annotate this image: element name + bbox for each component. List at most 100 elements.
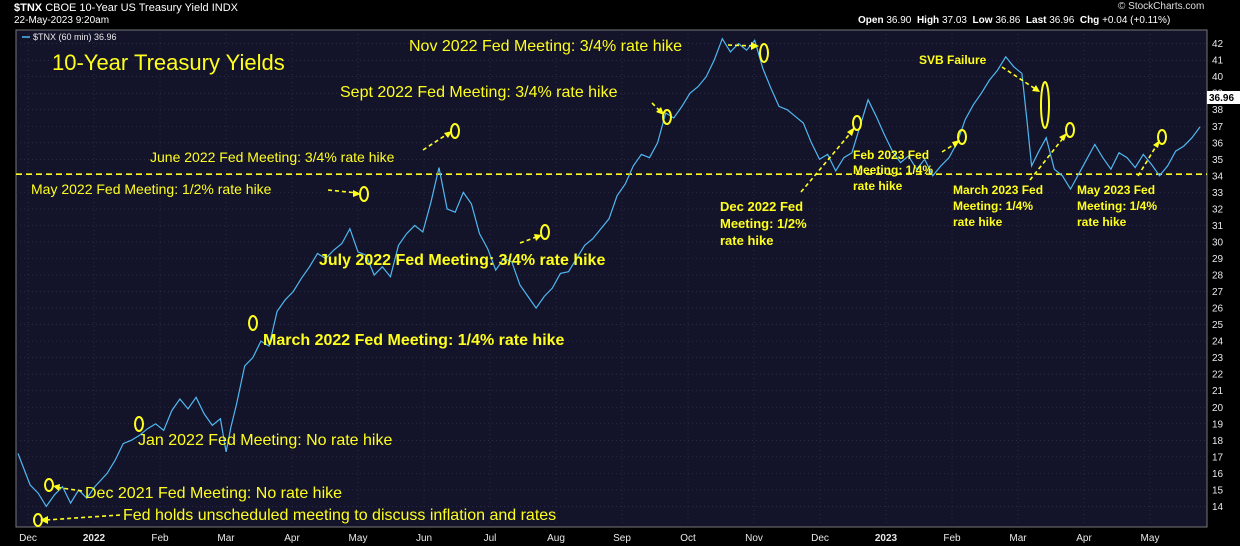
- arrowhead-sept-2022: [656, 107, 664, 115]
- arrowhead-svb: [1032, 85, 1040, 92]
- x-tick-label: Nov: [745, 533, 763, 544]
- x-tick-label: 2022: [83, 533, 106, 544]
- x-tick-label: Jun: [416, 533, 432, 544]
- arrow-dec-2021: [54, 486, 83, 492]
- y-tick-label: 23: [1212, 353, 1224, 364]
- annotation-nov-2022: Nov 2022 Fed Meeting: 3/4% rate hike: [409, 38, 682, 55]
- arrow-unscheduled: [45, 514, 121, 521]
- x-tick-label: Apr: [284, 533, 300, 544]
- arrowhead-dec-2022: [847, 127, 855, 136]
- y-tick-label: 18: [1212, 436, 1224, 447]
- ohlc-high-label: High: [916, 15, 940, 26]
- y-axis: 14 15 16 17 18 19 20 21 22 23 24 25 26 27 28 29 30 31 32 33…: [1212, 39, 1224, 513]
- annotation-feb-2023-line3: rate hike: [853, 179, 903, 193]
- y-tick-label: 25: [1212, 320, 1224, 331]
- arrowhead-march-2023: [1059, 133, 1067, 141]
- watermark: © StockCharts.com: [1118, 1, 1205, 12]
- last-value-text: 36.96: [1209, 93, 1234, 104]
- y-tick-label: 42: [1212, 39, 1224, 50]
- arrowhead-nov-2022: [751, 42, 759, 50]
- arrowhead-dec-2021: [53, 484, 60, 491]
- annotation-march-2023: March 2023 Fed Meeting: 1/4% rate hike: [953, 183, 1043, 229]
- annotation-dec-2022-line3: rate hike: [720, 233, 773, 248]
- marker-dec-2021: [44, 478, 54, 492]
- y-tick-label: 41: [1212, 56, 1224, 67]
- ohlc-readout: Open 36.90 High 37.03 Low 36.86 Last 36.…: [858, 15, 1170, 26]
- y-tick-label: 28: [1212, 271, 1224, 282]
- x-tick-label: Sep: [613, 533, 631, 544]
- x-tick-label: Jul: [484, 533, 497, 544]
- annotation-july-2022: July 2022 Fed Meeting: 3/4% rate hike: [319, 252, 605, 269]
- annotation-unscheduled: Fed holds unscheduled meeting to discuss…: [123, 507, 556, 524]
- y-tick-label: 40: [1212, 72, 1224, 83]
- marker-jan-2022: [134, 416, 144, 432]
- last-value-tag: [1207, 91, 1240, 104]
- arrow-march-2023: [1029, 136, 1065, 181]
- ohlc-low-label: Low: [972, 15, 993, 26]
- y-tick-label: 24: [1212, 337, 1224, 348]
- marker-may-2023: [1157, 129, 1167, 145]
- marker-march-2023: [1065, 122, 1075, 138]
- x-tick-label: Feb: [151, 533, 169, 544]
- annotation-feb-2023-line2: Meeting: 1/4%: [853, 163, 933, 177]
- y-tick-label: 22: [1212, 370, 1224, 381]
- marker-july-2022: [540, 224, 550, 240]
- chart-title: 10-Year Treasury Yields: [52, 50, 285, 75]
- chart-header: $TNX CBOE 10-Year US Treasury Yield INDX: [14, 2, 238, 14]
- x-axis: Dec 2022 Feb Mar Apr May Jun Jul Aug Sep Oct Nov Dec…: [19, 533, 1159, 544]
- ohlc-chg-value: +0.04 (+0.11%): [1102, 15, 1171, 26]
- annotation-jan-2022: Jan 2022 Fed Meeting: No rate hike: [138, 432, 392, 449]
- ohlc-high-value: 37.03: [941, 15, 967, 26]
- y-tick-label: 27: [1212, 287, 1224, 298]
- annotation-dec-2022-line2: Meeting: 1/2%: [720, 216, 807, 231]
- annotation-may-2023-line2: Meeting: 1/4%: [1077, 199, 1157, 213]
- annotation-march-2022: March 2022 Fed Meeting: 1/4% rate hike: [263, 332, 565, 349]
- annotation-feb-2023: Feb 2023 Fed Meeting: 1/4% rate hike: [853, 148, 933, 193]
- ohlc-last-value: 36.96: [1049, 15, 1075, 26]
- annotation-dec-2022: Dec 2022 Fed Meeting: 1/2% rate hike: [720, 199, 807, 248]
- x-tick-label: 2023: [875, 533, 898, 544]
- arrow-may-2022: [327, 189, 359, 194]
- arrowhead-june-2022: [444, 131, 452, 138]
- series-line-tnx: [17, 37, 1201, 508]
- y-tick-label: 31: [1212, 221, 1224, 232]
- marker-june-2022: [450, 123, 460, 139]
- y-tick-label: 36: [1212, 138, 1224, 149]
- x-tick-label: Mar: [1009, 533, 1027, 544]
- arrowhead-may-2023: [1153, 140, 1160, 148]
- ohlc-open-label: Open: [858, 15, 884, 26]
- marker-march-2022: [248, 315, 258, 331]
- annotation-may-2023: May 2023 Fed Meeting: 1/4% rate hike: [1077, 183, 1157, 229]
- y-tick-label: 30: [1212, 237, 1224, 248]
- ohlc-last-label: Last: [1025, 15, 1047, 26]
- arrowhead-unscheduled: [40, 516, 48, 524]
- x-tick-label: Feb: [943, 533, 961, 544]
- y-tick-label: 14: [1212, 502, 1224, 513]
- arrowhead-feb-2023: [952, 140, 960, 148]
- x-tick-label: Dec: [19, 533, 37, 544]
- y-tick-label: 15: [1212, 485, 1224, 496]
- annotation-march-2023-line3: rate hike: [953, 215, 1003, 229]
- y-tick-label: 33: [1212, 188, 1224, 199]
- arrowhead-may-2022: [353, 190, 361, 197]
- arrow-sept-2022: [651, 102, 663, 114]
- annotation-feb-2023-line1: Feb 2023 Fed: [853, 148, 929, 162]
- y-tick-label: 34: [1212, 171, 1224, 182]
- y-tick-label: 37: [1212, 122, 1224, 133]
- symbol: $TNX: [14, 2, 43, 14]
- ohlc-open-value: 36.90: [886, 15, 912, 26]
- arrowhead-july-2022: [534, 234, 542, 241]
- marker-svb: [1040, 81, 1050, 129]
- y-tick-label: 19: [1212, 419, 1224, 430]
- ohlc-low-value: 36.86: [995, 15, 1021, 26]
- annotation-march-2023-line2: Meeting: 1/4%: [953, 199, 1033, 213]
- marker-sept-2022: [662, 109, 672, 125]
- x-tick-label: Mar: [217, 533, 235, 544]
- x-tick-label: Apr: [1076, 533, 1092, 544]
- y-tick-label: 20: [1212, 403, 1224, 414]
- annotation-dec-2022-line1: Dec 2022 Fed: [720, 199, 803, 214]
- y-tick-label: 26: [1212, 304, 1224, 315]
- y-tick-label: 17: [1212, 452, 1224, 463]
- instrument-name: CBOE 10-Year US Treasury Yield INDX: [45, 2, 238, 14]
